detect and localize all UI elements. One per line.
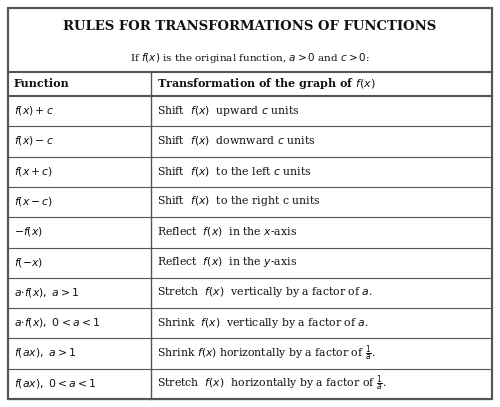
- Text: If $f(x)$ is the original function, $a > 0$ and $c > 0$:: If $f(x)$ is the original function, $a >…: [130, 51, 370, 66]
- Text: $f(x+c)$: $f(x+c)$: [14, 165, 53, 177]
- Text: $a{\cdot}f(x),\ 0<a<1$: $a{\cdot}f(x),\ 0<a<1$: [14, 316, 100, 329]
- Text: Reflect  $f(x)$  in the $x$-axis: Reflect $f(x)$ in the $x$-axis: [157, 225, 297, 238]
- Text: Shrink $f(x)$ horizontally by a factor of $\frac{1}{a}$.: Shrink $f(x)$ horizontally by a factor o…: [157, 343, 376, 363]
- Text: Shift  $f(x)$  to the right c units: Shift $f(x)$ to the right c units: [157, 195, 320, 208]
- Text: $f(ax),\ a>1$: $f(ax),\ a>1$: [14, 346, 76, 359]
- Text: Reflect  $f(x)$  in the $y$-axis: Reflect $f(x)$ in the $y$-axis: [157, 255, 297, 269]
- Text: $f(x)+c$: $f(x)+c$: [14, 104, 54, 117]
- Text: Shift  $f(x)$  downward $c$ units: Shift $f(x)$ downward $c$ units: [157, 134, 315, 147]
- Text: $f(x-c)$: $f(x-c)$: [14, 195, 53, 208]
- Text: Function: Function: [14, 78, 70, 89]
- Text: $f(ax),\ 0<a<1$: $f(ax),\ 0<a<1$: [14, 377, 96, 390]
- Text: Shrink  $f(x)$  vertically by a factor of $a$.: Shrink $f(x)$ vertically by a factor of …: [157, 316, 368, 330]
- Text: RULES FOR TRANSFORMATIONS OF FUNCTIONS: RULES FOR TRANSFORMATIONS OF FUNCTIONS: [64, 20, 436, 33]
- Text: $a{\cdot}f(x),\ a>1$: $a{\cdot}f(x),\ a>1$: [14, 286, 80, 299]
- Text: Shift  $f(x)$  upward $c$ units: Shift $f(x)$ upward $c$ units: [157, 103, 300, 118]
- Text: Shift  $f(x)$  to the left $c$ units: Shift $f(x)$ to the left $c$ units: [157, 165, 312, 177]
- Text: $f(-x)$: $f(-x)$: [14, 256, 43, 269]
- Text: $f(x)-c$: $f(x)-c$: [14, 134, 54, 147]
- Text: Stretch  $f(x)$  vertically by a factor of $a$.: Stretch $f(x)$ vertically by a factor of…: [157, 285, 373, 299]
- Text: Stretch  $f(x)$  horizontally by a factor of $\frac{1}{a}$.: Stretch $f(x)$ horizontally by a factor …: [157, 373, 386, 393]
- Text: $-f(x)$: $-f(x)$: [14, 225, 43, 238]
- Text: Transformation of the graph of $f(x)$: Transformation of the graph of $f(x)$: [157, 76, 376, 91]
